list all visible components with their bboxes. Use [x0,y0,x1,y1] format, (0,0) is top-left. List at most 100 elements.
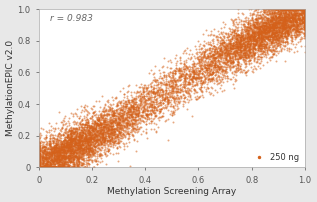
Point [247,50,252,54]
Point [73,149,78,152]
Point [230,44,235,47]
Point [280,27,285,30]
Point [247,46,252,49]
Point [117,110,122,114]
Point [244,53,249,56]
Point [36,166,42,169]
Point [148,109,153,112]
Point [255,29,260,32]
Point [128,131,133,134]
Point [73,122,78,125]
Point [74,135,79,138]
Point [186,80,191,83]
Point [288,11,294,14]
Point [300,11,305,14]
Point [173,83,178,86]
Point [247,28,252,32]
Point [254,33,259,36]
Point [130,127,135,130]
Point [44,130,49,133]
Point [65,162,70,165]
Point [179,74,184,77]
Point [242,45,247,48]
Point [214,56,219,59]
Point [299,17,304,20]
Point [124,104,129,107]
Point [99,132,104,135]
Point [96,147,101,150]
Point [77,144,82,147]
Point [68,143,73,147]
Point [255,15,260,19]
Point [223,65,228,68]
Point [271,32,276,35]
Point [252,43,257,46]
Point [285,7,290,11]
Point [36,159,42,162]
Point [290,28,295,32]
Point [60,163,65,167]
Point [275,25,280,28]
Point [302,7,307,11]
Point [251,52,256,55]
Point [256,44,261,47]
Point [43,166,48,169]
Point [302,7,307,11]
Point [107,121,112,124]
Point [302,11,307,14]
Point [198,58,204,61]
Point [37,161,42,164]
Point [211,50,216,53]
Point [56,152,61,155]
Point [302,45,307,48]
Point [247,37,252,40]
Point [301,10,307,13]
Point [271,16,276,19]
Point [253,37,258,40]
Point [62,154,67,157]
Point [214,63,219,66]
Point [36,156,42,159]
Point [63,127,68,130]
Point [173,76,178,79]
Point [233,50,238,53]
Point [67,142,72,145]
Point [77,147,82,150]
Point [36,147,42,150]
Point [220,68,225,71]
Point [175,68,180,72]
Point [59,144,64,147]
Point [73,135,78,138]
Point [40,148,45,152]
Point [83,123,88,126]
Point [77,138,82,141]
Point [177,90,182,93]
Point [61,142,67,146]
Point [218,47,223,50]
Point [36,162,42,166]
Point [44,153,49,156]
Point [57,150,62,154]
Point [245,43,250,46]
Point [36,161,42,165]
Point [80,148,85,151]
Point [297,18,302,22]
Point [77,143,82,146]
Point [36,145,42,148]
Point [120,118,126,121]
Point [95,139,100,143]
Point [120,133,126,136]
Point [271,37,276,40]
Point [36,166,42,169]
Point [113,104,119,107]
Point [183,89,188,93]
Point [91,140,96,143]
Point [120,111,125,114]
Point [77,146,82,150]
Point [302,7,307,11]
Point [43,152,49,155]
Point [183,95,188,99]
Point [98,129,103,132]
Point [36,159,42,162]
Point [193,76,198,79]
